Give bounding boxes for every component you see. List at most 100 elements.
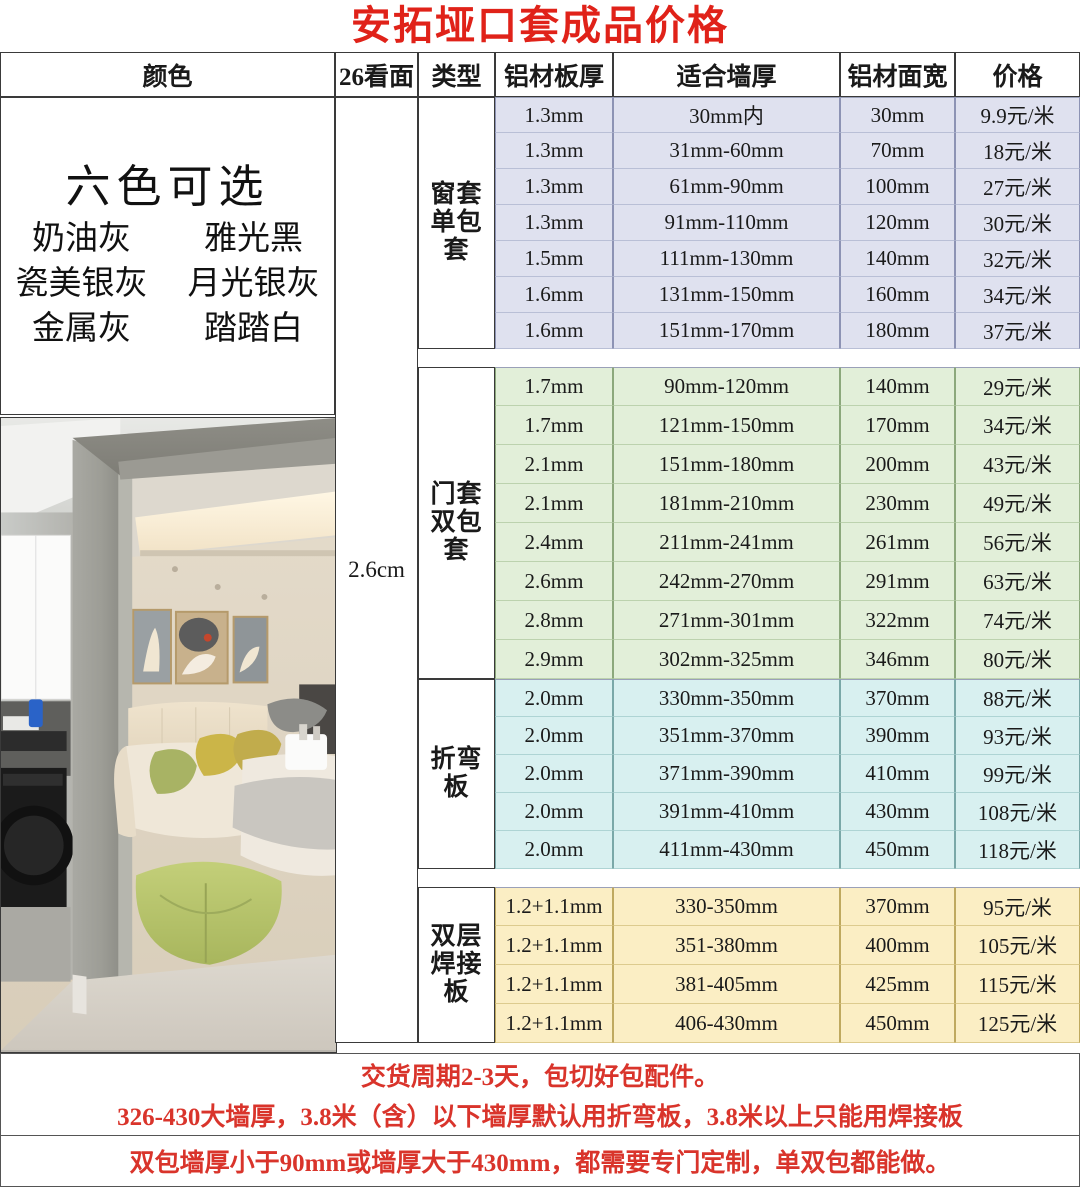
cell-wall: 391mm-410mm	[613, 793, 840, 831]
room-photo	[0, 417, 337, 1053]
section-type-line: 单包	[430, 209, 483, 236]
footer-notes-top: 交货周期2-3天，包切好包配件。 326-430大墙厚，3.8米（含）以下墙厚默…	[0, 1053, 1080, 1135]
cell-price: 63元/米	[955, 562, 1080, 601]
cell-price: 105元/米	[955, 926, 1080, 965]
section-type-1: 门套 双包套	[418, 367, 495, 679]
cell-width: 291mm	[840, 562, 955, 601]
cell-price: 9.9元/米	[955, 97, 1080, 133]
color-option-1: 雅光黑	[204, 221, 303, 258]
cell-width: 346mm	[840, 640, 955, 679]
cell-width: 170mm	[840, 406, 955, 445]
section-type-3: 双层 焊接板	[418, 887, 495, 1043]
cell-wall: 302mm-325mm	[613, 640, 840, 679]
header-cell-type: 类型	[418, 52, 495, 97]
cell-thickness: 1.3mm	[495, 205, 613, 241]
cell-width: 230mm	[840, 484, 955, 523]
section-type-line: 板	[443, 774, 470, 801]
cell-price: 56元/米	[955, 523, 1080, 562]
cell-width: 200mm	[840, 445, 955, 484]
color-option-2: 瓷美银灰	[15, 266, 148, 303]
header-cell-price: 价格	[955, 52, 1080, 97]
color-option-list: 奶油灰 雅光黑 瓷美银灰 月光银灰 金属灰 踏踏白	[16, 220, 320, 349]
cell-thickness: 2.0mm	[495, 679, 613, 717]
cell-wall: 151mm-180mm	[613, 445, 840, 484]
cell-thickness: 2.1mm	[495, 445, 613, 484]
cell-width: 140mm	[840, 367, 955, 406]
header-cell-face: 26看面	[335, 52, 418, 97]
cell-wall: 351-380mm	[613, 926, 840, 965]
cell-wall: 90mm-120mm	[613, 367, 840, 406]
section-type-2: 折弯板	[418, 679, 495, 869]
cell-wall: 111mm-130mm	[613, 241, 840, 277]
color-panel-heading: 六色可选	[65, 161, 270, 212]
cell-price: 37元/米	[955, 313, 1080, 349]
cell-price: 118元/米	[955, 831, 1080, 869]
section-type-line: 套	[443, 537, 470, 564]
cell-wall: 91mm-110mm	[613, 205, 840, 241]
cell-wall: 330mm-350mm	[613, 679, 840, 717]
cell-width: 120mm	[840, 205, 955, 241]
cell-wall: 31mm-60mm	[613, 133, 840, 169]
cell-thickness: 1.2+1.1mm	[495, 965, 613, 1004]
cell-price: 115元/米	[955, 965, 1080, 1004]
cell-wall: 406-430mm	[613, 1004, 840, 1043]
room-photo-illustration	[1, 418, 336, 1051]
footer-line-3: 双包墙厚小于90mm或墙厚大于430mm，都需要专门定制，单双包都能做。	[129, 1150, 951, 1177]
cell-wall: 211mm-241mm	[613, 523, 840, 562]
cell-width: 322mm	[840, 601, 955, 640]
cell-price: 99元/米	[955, 755, 1080, 793]
cell-width: 450mm	[840, 1004, 955, 1043]
cell-thickness: 1.7mm	[495, 406, 613, 445]
cell-thickness: 2.0mm	[495, 793, 613, 831]
cell-width: 400mm	[840, 926, 955, 965]
color-options-panel: 六色可选 奶油灰 雅光黑 瓷美银灰 月光银灰 金属灰 踏踏白	[0, 97, 335, 415]
cell-width: 370mm	[840, 887, 955, 926]
cell-width: 430mm	[840, 793, 955, 831]
cell-wall: 371mm-390mm	[613, 755, 840, 793]
cell-width: 30mm	[840, 97, 955, 133]
cell-price: 27元/米	[955, 169, 1080, 205]
color-option-5: 踏踏白	[204, 311, 303, 348]
cell-wall: 411mm-430mm	[613, 831, 840, 869]
face-size-cell: 2.6cm	[335, 97, 418, 1043]
cell-width: 450mm	[840, 831, 955, 869]
cell-price: 30元/米	[955, 205, 1080, 241]
color-option-4: 金属灰	[32, 311, 131, 348]
cell-price: 74元/米	[955, 601, 1080, 640]
cell-width: 261mm	[840, 523, 955, 562]
cell-price: 95元/米	[955, 887, 1080, 926]
page-title-text: 安拓垭口套成品价格	[351, 3, 729, 48]
cell-wall: 61mm-90mm	[613, 169, 840, 205]
cell-thickness: 1.2+1.1mm	[495, 926, 613, 965]
page-title: 安拓垭口套成品价格	[0, 0, 1080, 52]
cell-width: 70mm	[840, 133, 955, 169]
cell-wall: 271mm-301mm	[613, 601, 840, 640]
header-cell-color: 颜色	[0, 52, 335, 97]
cell-price: 93元/米	[955, 717, 1080, 755]
cell-price: 43元/米	[955, 445, 1080, 484]
cell-thickness: 1.3mm	[495, 97, 613, 133]
cell-thickness: 2.0mm	[495, 831, 613, 869]
cell-thickness: 1.2+1.1mm	[495, 1004, 613, 1043]
cell-width: 425mm	[840, 965, 955, 1004]
cell-width: 140mm	[840, 241, 955, 277]
section-type-line: 双包	[430, 509, 483, 536]
cell-thickness: 2.1mm	[495, 484, 613, 523]
cell-width: 410mm	[840, 755, 955, 793]
cell-price: 108元/米	[955, 793, 1080, 831]
section-type-line: 双层	[430, 923, 483, 950]
cell-thickness: 2.9mm	[495, 640, 613, 679]
cell-thickness: 1.2+1.1mm	[495, 887, 613, 926]
cell-thickness: 2.6mm	[495, 562, 613, 601]
section-type-line: 套	[443, 237, 470, 264]
cell-thickness: 2.0mm	[495, 717, 613, 755]
cell-price: 88元/米	[955, 679, 1080, 717]
cell-thickness: 1.5mm	[495, 241, 613, 277]
cell-thickness: 1.6mm	[495, 313, 613, 349]
cell-wall: 381-405mm	[613, 965, 840, 1004]
cell-price: 34元/米	[955, 277, 1080, 313]
cell-wall: 330-350mm	[613, 887, 840, 926]
section-type-0: 窗套 单包套	[418, 97, 495, 349]
footer-line-2: 326-430大墙厚，3.8米（含）以下墙厚默认用折弯板，3.8米以上只能用焊接…	[117, 1103, 963, 1131]
